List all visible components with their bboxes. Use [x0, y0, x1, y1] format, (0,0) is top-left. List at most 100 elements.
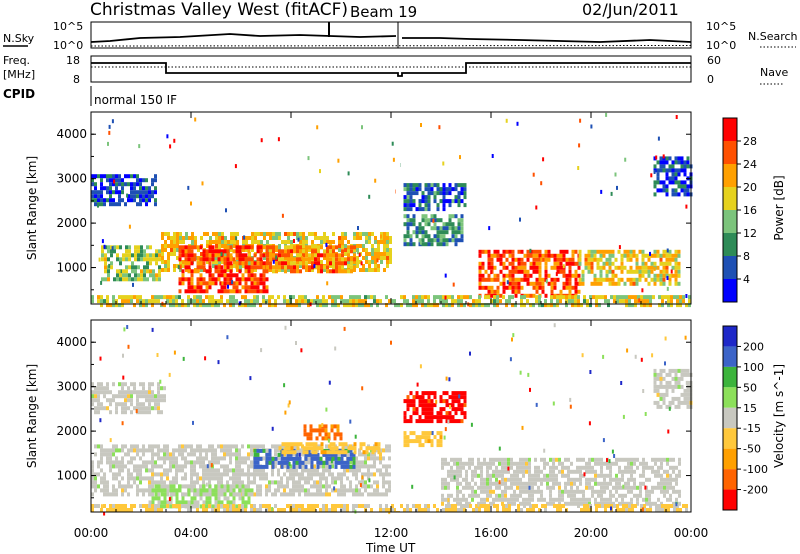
- heatmap-cell: [266, 253, 269, 258]
- heatmap-cell: [106, 178, 109, 183]
- heatmap-cell: [406, 234, 410, 239]
- heatmap-cell: [663, 481, 666, 486]
- heatmap-cell: [220, 488, 224, 493]
- heatmap-cell: [362, 264, 365, 268]
- heatmap-cell: [331, 476, 334, 481]
- heatmap-cell: [133, 190, 136, 195]
- heatmap-cell: [136, 488, 139, 493]
- heatmap-cell: [151, 190, 154, 195]
- heatmap-cell: [365, 450, 369, 455]
- heatmap-cell: [421, 391, 425, 396]
- heatmap-cell: [403, 183, 407, 188]
- heatmap-cell: [334, 456, 338, 461]
- heatmap-cell: [664, 295, 667, 300]
- heatmap-cell: [290, 240, 293, 244]
- heatmap-cell: [665, 261, 669, 266]
- heatmap-cell: [552, 477, 555, 482]
- heatmap-cell: [154, 178, 157, 183]
- heatmap-cell: [151, 496, 155, 501]
- heatmap-cell: [550, 299, 553, 304]
- heatmap-cell: [280, 480, 283, 485]
- heatmap-cell: [127, 174, 130, 179]
- heatmap-cell: [358, 452, 361, 457]
- heatmap-cell: [218, 240, 221, 244]
- heatmap-cell: [196, 269, 200, 274]
- heatmap-cell: [427, 242, 431, 247]
- heatmap-cell: [665, 160, 669, 165]
- heatmap-cell: [193, 500, 197, 505]
- heatmap-cell: [148, 448, 151, 453]
- heatmap-cell: [334, 488, 337, 493]
- heatmap-cell: [406, 199, 410, 204]
- nave-tick-top: 60: [707, 54, 721, 67]
- heatmap-cell: [595, 299, 598, 304]
- heatmap-cell: [335, 253, 338, 258]
- heatmap-cell: [199, 265, 203, 270]
- heatmap-cell: [307, 468, 310, 473]
- heatmap-cell: [427, 508, 430, 512]
- heatmap-cell: [355, 460, 358, 465]
- heatmap-cell: [561, 489, 564, 494]
- heatmap-cell: [359, 268, 362, 272]
- heatmap-cell: [137, 265, 140, 270]
- heatmap-cell: [208, 480, 211, 485]
- heatmap-cell: [199, 452, 202, 457]
- heatmap-cell: [671, 160, 675, 165]
- heatmap-cell: [161, 244, 164, 248]
- heatmap-cell: [403, 242, 407, 247]
- heatmap-cell: [118, 484, 121, 489]
- heatmap-cell: [588, 481, 591, 486]
- heatmap-cell: [553, 303, 556, 308]
- heatmap-cell: [172, 488, 176, 493]
- heatmap-cell: [128, 245, 131, 250]
- heatmap-cell: [108, 263, 111, 268]
- heatmap-cell: [418, 415, 422, 420]
- heatmap-cell: [353, 248, 356, 252]
- heatmap-cell: [223, 303, 226, 308]
- heatmap-cell: [686, 372, 690, 377]
- heatmap-cell: [403, 299, 406, 304]
- heatmap-cell: [164, 232, 167, 236]
- heatmap-cell: [421, 295, 424, 300]
- heatmap-cell: [583, 299, 586, 304]
- heatmap-cell: [187, 500, 191, 505]
- heatmap-cell: [320, 450, 324, 455]
- heatmap-cell: [489, 477, 492, 482]
- heatmap-cell: [626, 249, 630, 254]
- heatmap-cell: [433, 303, 436, 308]
- heatmap-cell: [325, 508, 328, 512]
- heatmap-cell: [142, 410, 145, 415]
- heatmap-cell: [520, 249, 524, 254]
- heatmap-cell: [456, 485, 459, 490]
- heatmap-cell: [377, 446, 381, 451]
- heatmap-cell: [355, 295, 358, 300]
- heatmap-cell: [388, 472, 391, 477]
- heatmap-cell: [247, 456, 250, 461]
- heatmap-cell: [269, 253, 272, 258]
- heatmap-cell: [208, 504, 211, 508]
- heatmap-cell: [227, 240, 230, 244]
- heatmap-cell: [680, 168, 684, 173]
- heatmap-cell: [140, 253, 143, 258]
- heatmap-cell: [284, 253, 287, 258]
- heatmap-cell: [478, 277, 482, 282]
- heatmap-cell: [641, 253, 645, 258]
- heatmap-cell: [304, 508, 307, 512]
- heatmap-cell: [196, 448, 199, 453]
- heatmap-cell: [292, 452, 295, 457]
- heatmap-cell: [217, 269, 221, 274]
- heatmap-cell: [256, 452, 260, 457]
- heatmap-cell: [343, 472, 346, 477]
- heatmap-cell: [193, 285, 197, 290]
- heatmap-cell: [193, 299, 196, 304]
- heatmap-cell: [281, 268, 284, 272]
- heatmap-cell: [305, 264, 308, 268]
- heatmap-cell: [295, 456, 299, 461]
- heatmap-cell: [215, 256, 218, 260]
- heatmap-cell: [259, 277, 263, 282]
- heatmap-cell: [305, 240, 308, 244]
- heatmap-cell: [544, 303, 547, 308]
- heatmap-cell: [327, 432, 331, 437]
- heatmap-cell: [138, 144, 141, 149]
- heatmap-cell: [341, 269, 344, 274]
